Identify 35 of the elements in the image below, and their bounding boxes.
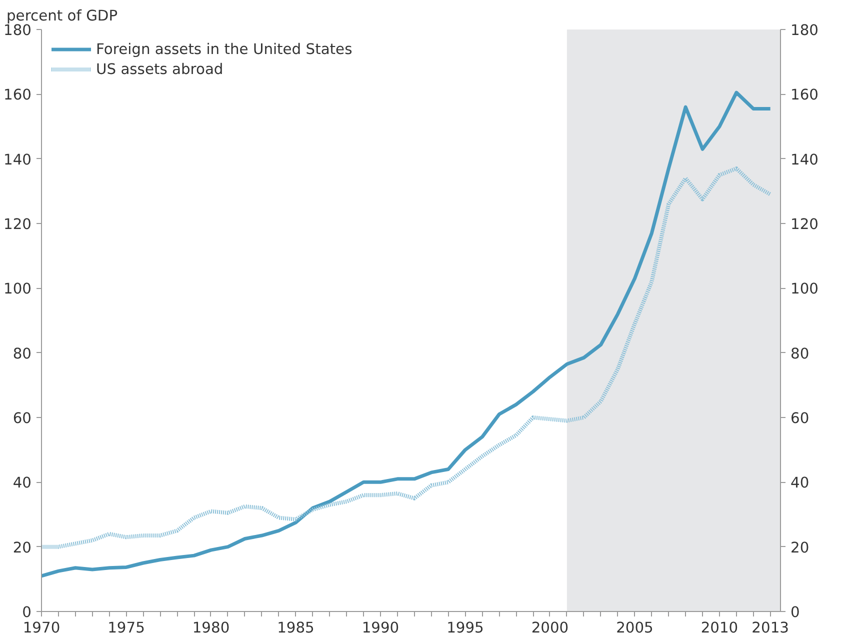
x-tick-label: 1975 — [108, 620, 145, 636]
x-tick-label: 1985 — [277, 620, 314, 636]
y-tick-label: 40 — [12, 474, 32, 492]
y-tick-label: 100 — [4, 280, 32, 298]
y2-tick-label: 60 — [790, 410, 810, 427]
y-axis-title: percent of GDP — [6, 8, 118, 24]
y-tick-label: 120 — [4, 216, 32, 233]
y2-tick-label: 100 — [790, 280, 818, 298]
y2-tick-label: 20 — [790, 539, 810, 556]
y-tick-label: 80 — [12, 345, 32, 362]
y-tick-label: 60 — [12, 410, 32, 427]
line-series — [42, 90, 772, 578]
y-tick-label: 0 — [22, 604, 32, 621]
x-tick-label: 1980 — [192, 620, 230, 636]
x-tick-label: 2010 — [700, 620, 738, 636]
y-tick-label: 160 — [4, 86, 32, 104]
y2-tick-label: 160 — [790, 86, 818, 104]
x-tick-label: 1970 — [22, 620, 60, 636]
y2-tick-label: 80 — [790, 345, 810, 362]
x-tick-label: 2000 — [531, 620, 569, 636]
y2-tick-label: 180 — [790, 22, 818, 39]
y2-tick-label: 40 — [790, 474, 810, 492]
y2-tick-label: 120 — [790, 216, 818, 233]
y2-tick-label: 0 — [790, 604, 800, 621]
x-tick-label: 1995 — [446, 620, 484, 636]
x-tick-label: 1990 — [362, 620, 400, 636]
line-series — [42, 166, 772, 549]
y-tick-label: 180 — [4, 22, 32, 39]
y2-tick-label: 140 — [790, 151, 818, 168]
y-tick-label: 140 — [4, 151, 32, 168]
y-tick-label: 20 — [12, 539, 32, 556]
legend-label: US assets abroad — [96, 60, 224, 78]
x-tick-label: 2005 — [616, 620, 654, 636]
x-tick-label: 2013 — [752, 620, 789, 636]
legend-label: Foreign assets in the United States — [96, 40, 352, 58]
